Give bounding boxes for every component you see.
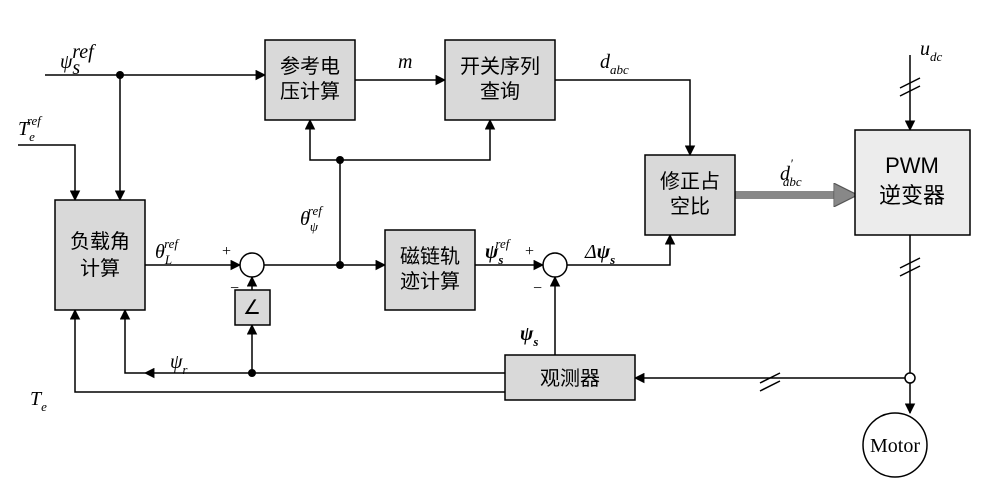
label-te: Te [30,388,47,414]
switch-seq-l2: 查询 [480,80,520,103]
sign-s1-plus: + [222,243,231,260]
block-correct-duty: 修正占 空比 [645,155,735,235]
summer-2 [543,253,567,277]
wire-dabc [555,80,690,155]
wire-deltapsi [567,235,670,265]
angle-label: ∠ [243,297,261,319]
summer-1 [240,253,264,277]
switch-seq-l1: 开关序列 [460,55,540,78]
label-te-ref: Teref [18,113,43,144]
label-m: m [398,51,412,73]
observer-label: 观测器 [540,367,600,390]
block-observer: 观测器 [505,355,635,400]
flux-traj-l2: 迹计算 [400,270,460,293]
block-flux-traj: 磁链轨 迹计算 [385,230,475,310]
block-load-angle: 负载角 计算 [55,200,145,310]
label-psis-ref-mid: ψsref [485,236,512,267]
slash-obs-2 [760,381,780,391]
block-pwm: PWM 逆变器 [855,130,970,235]
block-motor: Motor [863,413,927,477]
load-angle-l1: 负载角 [70,230,130,253]
motor-label: Motor [870,435,920,457]
block-ref-voltage: 参考电 压计算 [265,40,355,120]
wire-te [75,310,505,392]
node-pwm-branch [905,373,915,383]
label-thetaL-ref: θLref [155,236,180,267]
label-udc: udc [920,38,943,64]
block-angle: ∠ [235,290,270,325]
label-thetapsi-ref: θψref [300,203,324,234]
sign-s2-plus: + [525,243,534,260]
correct-duty-l1: 修正占 [660,170,720,193]
wire-te-ref [18,145,75,200]
sign-s2-minus: − [533,280,542,297]
load-angle-l2: 计算 [80,257,120,280]
pwm-l2: 逆变器 [879,183,945,208]
wire-thetapsi-into-refv [310,120,340,160]
ref-voltage-l1: 参考电 [280,55,340,78]
label-deltapsi: Δψs [584,241,615,267]
label-psis: ψs [520,323,538,349]
label-psi-s-ref-top: ψsref [60,41,96,79]
flux-traj-l1: 磁链轨 [400,245,460,268]
block-switch-seq: 开关序列 查询 [445,40,555,120]
pwm-l1: PWM [885,153,939,178]
wire-psir-into-block [125,310,145,373]
ref-voltage-l2: 压计算 [280,80,340,103]
wire-thetapsi-into-switch [340,120,490,160]
correct-duty-l2: 空比 [670,195,710,218]
sign-s1-minus: − [230,280,239,297]
label-dabc-prime: d′abc [780,156,802,189]
label-dabc: dabc [600,51,629,77]
